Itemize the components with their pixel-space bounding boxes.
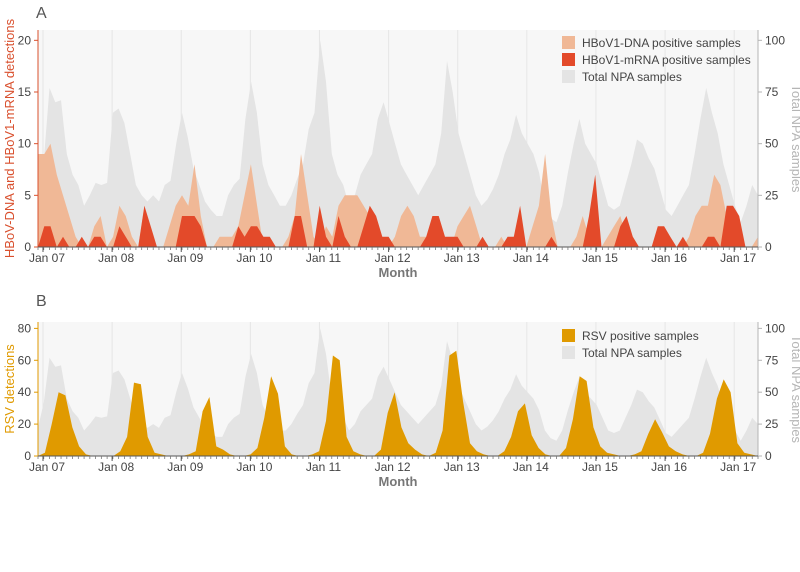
right-tick-label: 75 <box>765 353 779 367</box>
right-tick-label: 25 <box>765 188 779 202</box>
right-tick-label: 25 <box>765 417 779 431</box>
x-tick-label: Jan 08 <box>98 251 134 265</box>
legend-label: HBoV1-mRNA positive samples <box>582 53 751 67</box>
x-axis-title: Month <box>379 474 418 489</box>
x-axis-title: Month <box>379 265 418 280</box>
x-tick-label: Jan 11 <box>306 460 341 474</box>
left-tick-label: 20 <box>18 417 32 431</box>
x-tick-label: Jan 13 <box>444 251 480 265</box>
series-area-hbov1-dna-positive-samples <box>38 143 758 247</box>
left-tick-label: 10 <box>18 137 32 151</box>
x-tick-label: Jan 08 <box>98 460 134 474</box>
left-tick-label: 60 <box>18 353 32 367</box>
x-tick-label: Jan 15 <box>582 460 618 474</box>
panel-letter: B <box>36 293 47 310</box>
left-tick-label: 80 <box>18 321 32 335</box>
x-tick-label: Jan 14 <box>513 460 549 474</box>
right-tick-label: 75 <box>765 85 779 99</box>
legend-swatch <box>562 346 575 359</box>
legend-swatch <box>562 329 575 342</box>
left-axis-title: HBoV-DNA and HBoV1-mRNA detections <box>2 18 17 258</box>
right-tick-label: 100 <box>765 33 785 47</box>
right-tick-label: 50 <box>765 137 779 151</box>
legend-swatch <box>562 53 575 66</box>
x-tick-label: Jan 13 <box>444 460 480 474</box>
x-tick-label: Jan 15 <box>582 251 618 265</box>
left-tick-label: 40 <box>18 385 32 399</box>
series-area-rsv-positive-samples <box>38 350 758 456</box>
x-tick-label: Jan 09 <box>167 251 203 265</box>
x-tick-label: Jan 14 <box>513 251 549 265</box>
x-tick-label: Jan 12 <box>375 460 411 474</box>
legend-label: RSV positive samples <box>582 329 699 343</box>
x-tick-label: Jan 16 <box>651 251 687 265</box>
x-tick-label: Jan 07 <box>29 251 65 265</box>
x-tick-label: Jan 12 <box>375 251 411 265</box>
x-tick-label: Jan 07 <box>29 460 65 474</box>
right-axis-title: Total NPA samples <box>789 335 800 444</box>
panel-b: 0 20 40 60 80 0 25 50 75 100 Jan 07 Jan 08 Jan 09 Jan… <box>2 293 800 489</box>
x-tick-label: Jan 17 <box>720 251 756 265</box>
legend-swatch <box>562 36 575 49</box>
left-tick-label: 15 <box>18 85 32 99</box>
legend-label: HBoV1-DNA positive samples <box>582 36 741 50</box>
x-tick-label: Jan 10 <box>236 251 272 265</box>
series-area-total-npa-samples <box>38 40 758 247</box>
right-tick-label: 100 <box>765 321 785 335</box>
left-tick-label: 20 <box>18 33 32 47</box>
panel-a: 0 5 10 15 20 0 25 50 75 100 Jan 07 Jan 08 Jan 09 Jan … <box>2 5 800 280</box>
left-tick-label: 0 <box>24 240 31 254</box>
right-tick-label: 50 <box>765 385 779 399</box>
legend-swatch <box>562 70 575 83</box>
x-tick-label: Jan 11 <box>306 251 341 265</box>
x-tick-label: Jan 09 <box>167 460 203 474</box>
x-tick-label: Jan 17 <box>720 460 756 474</box>
x-tick-label: Jan 10 <box>236 460 272 474</box>
left-axis-title: RSV detections <box>2 344 17 434</box>
x-tick-label: Jan 16 <box>651 460 687 474</box>
panel-letter: A <box>36 5 47 22</box>
right-tick-label: 0 <box>765 240 772 254</box>
legend-label: Total NPA samples <box>582 346 682 360</box>
legend-label: Total NPA samples <box>582 70 682 84</box>
left-tick-label: 0 <box>24 449 31 463</box>
right-tick-label: 0 <box>765 449 772 463</box>
right-axis-title: Total NPA samples <box>789 84 800 193</box>
left-tick-label: 5 <box>24 188 31 202</box>
